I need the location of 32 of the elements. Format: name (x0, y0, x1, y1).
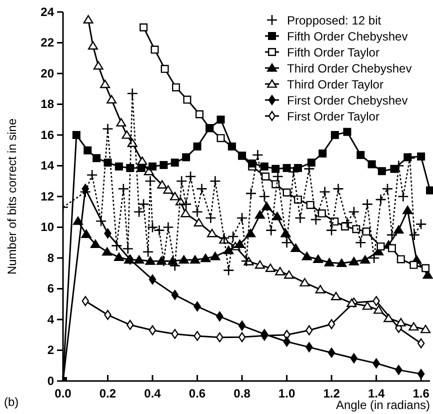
legend-label: Fifth Order Chebyshev (287, 30, 408, 44)
x-tick-label: 1.4 (368, 386, 385, 401)
y-tick-label: 20 (40, 66, 54, 80)
y-tick-label: 12 (40, 189, 54, 204)
y-tick-label: 18 (40, 97, 54, 112)
y-tick-label: 4 (47, 312, 54, 326)
legend-label: First Order Chebyshev (287, 94, 408, 108)
y-tick-label: 0 (47, 374, 54, 388)
y-tick-label: 6 (47, 282, 54, 296)
x-tick-label: 0.2 (99, 386, 116, 401)
y-tick-label: 8 (47, 250, 54, 265)
x-tick-label: 0.8 (234, 386, 251, 401)
x-tick-label: 0.6 (188, 386, 206, 401)
text: (b) (4, 395, 19, 409)
y-axis-title: Number of bits correct in sine (5, 118, 19, 275)
legend-label: Propposed: 12 bit (287, 14, 382, 28)
y-tick-label: 10 (40, 220, 54, 234)
legend-label: Third Order Taylor (287, 78, 384, 92)
x-tick-label: 0.4 (144, 386, 162, 401)
y-tick-label: 24 (40, 4, 54, 19)
legend-label: Fifth Order Taylor (287, 46, 380, 60)
y-tick-label: 14 (40, 158, 54, 173)
legend-label: Third Order Chebyshev (287, 62, 412, 76)
y-tick-label: 22 (40, 36, 54, 50)
y-tick-label: 2 (47, 343, 54, 358)
x-tick-label: 1.2 (323, 386, 340, 401)
x-axis-title: Angle (in radians) (336, 398, 430, 412)
y-tick-label: 16 (40, 128, 54, 142)
x-tick-label: 0.0 (54, 386, 72, 401)
x-tick-label: 1.0 (278, 386, 296, 401)
x-tick-label: 1.6 (412, 386, 430, 401)
legend-label: First Order Taylor (287, 110, 380, 124)
